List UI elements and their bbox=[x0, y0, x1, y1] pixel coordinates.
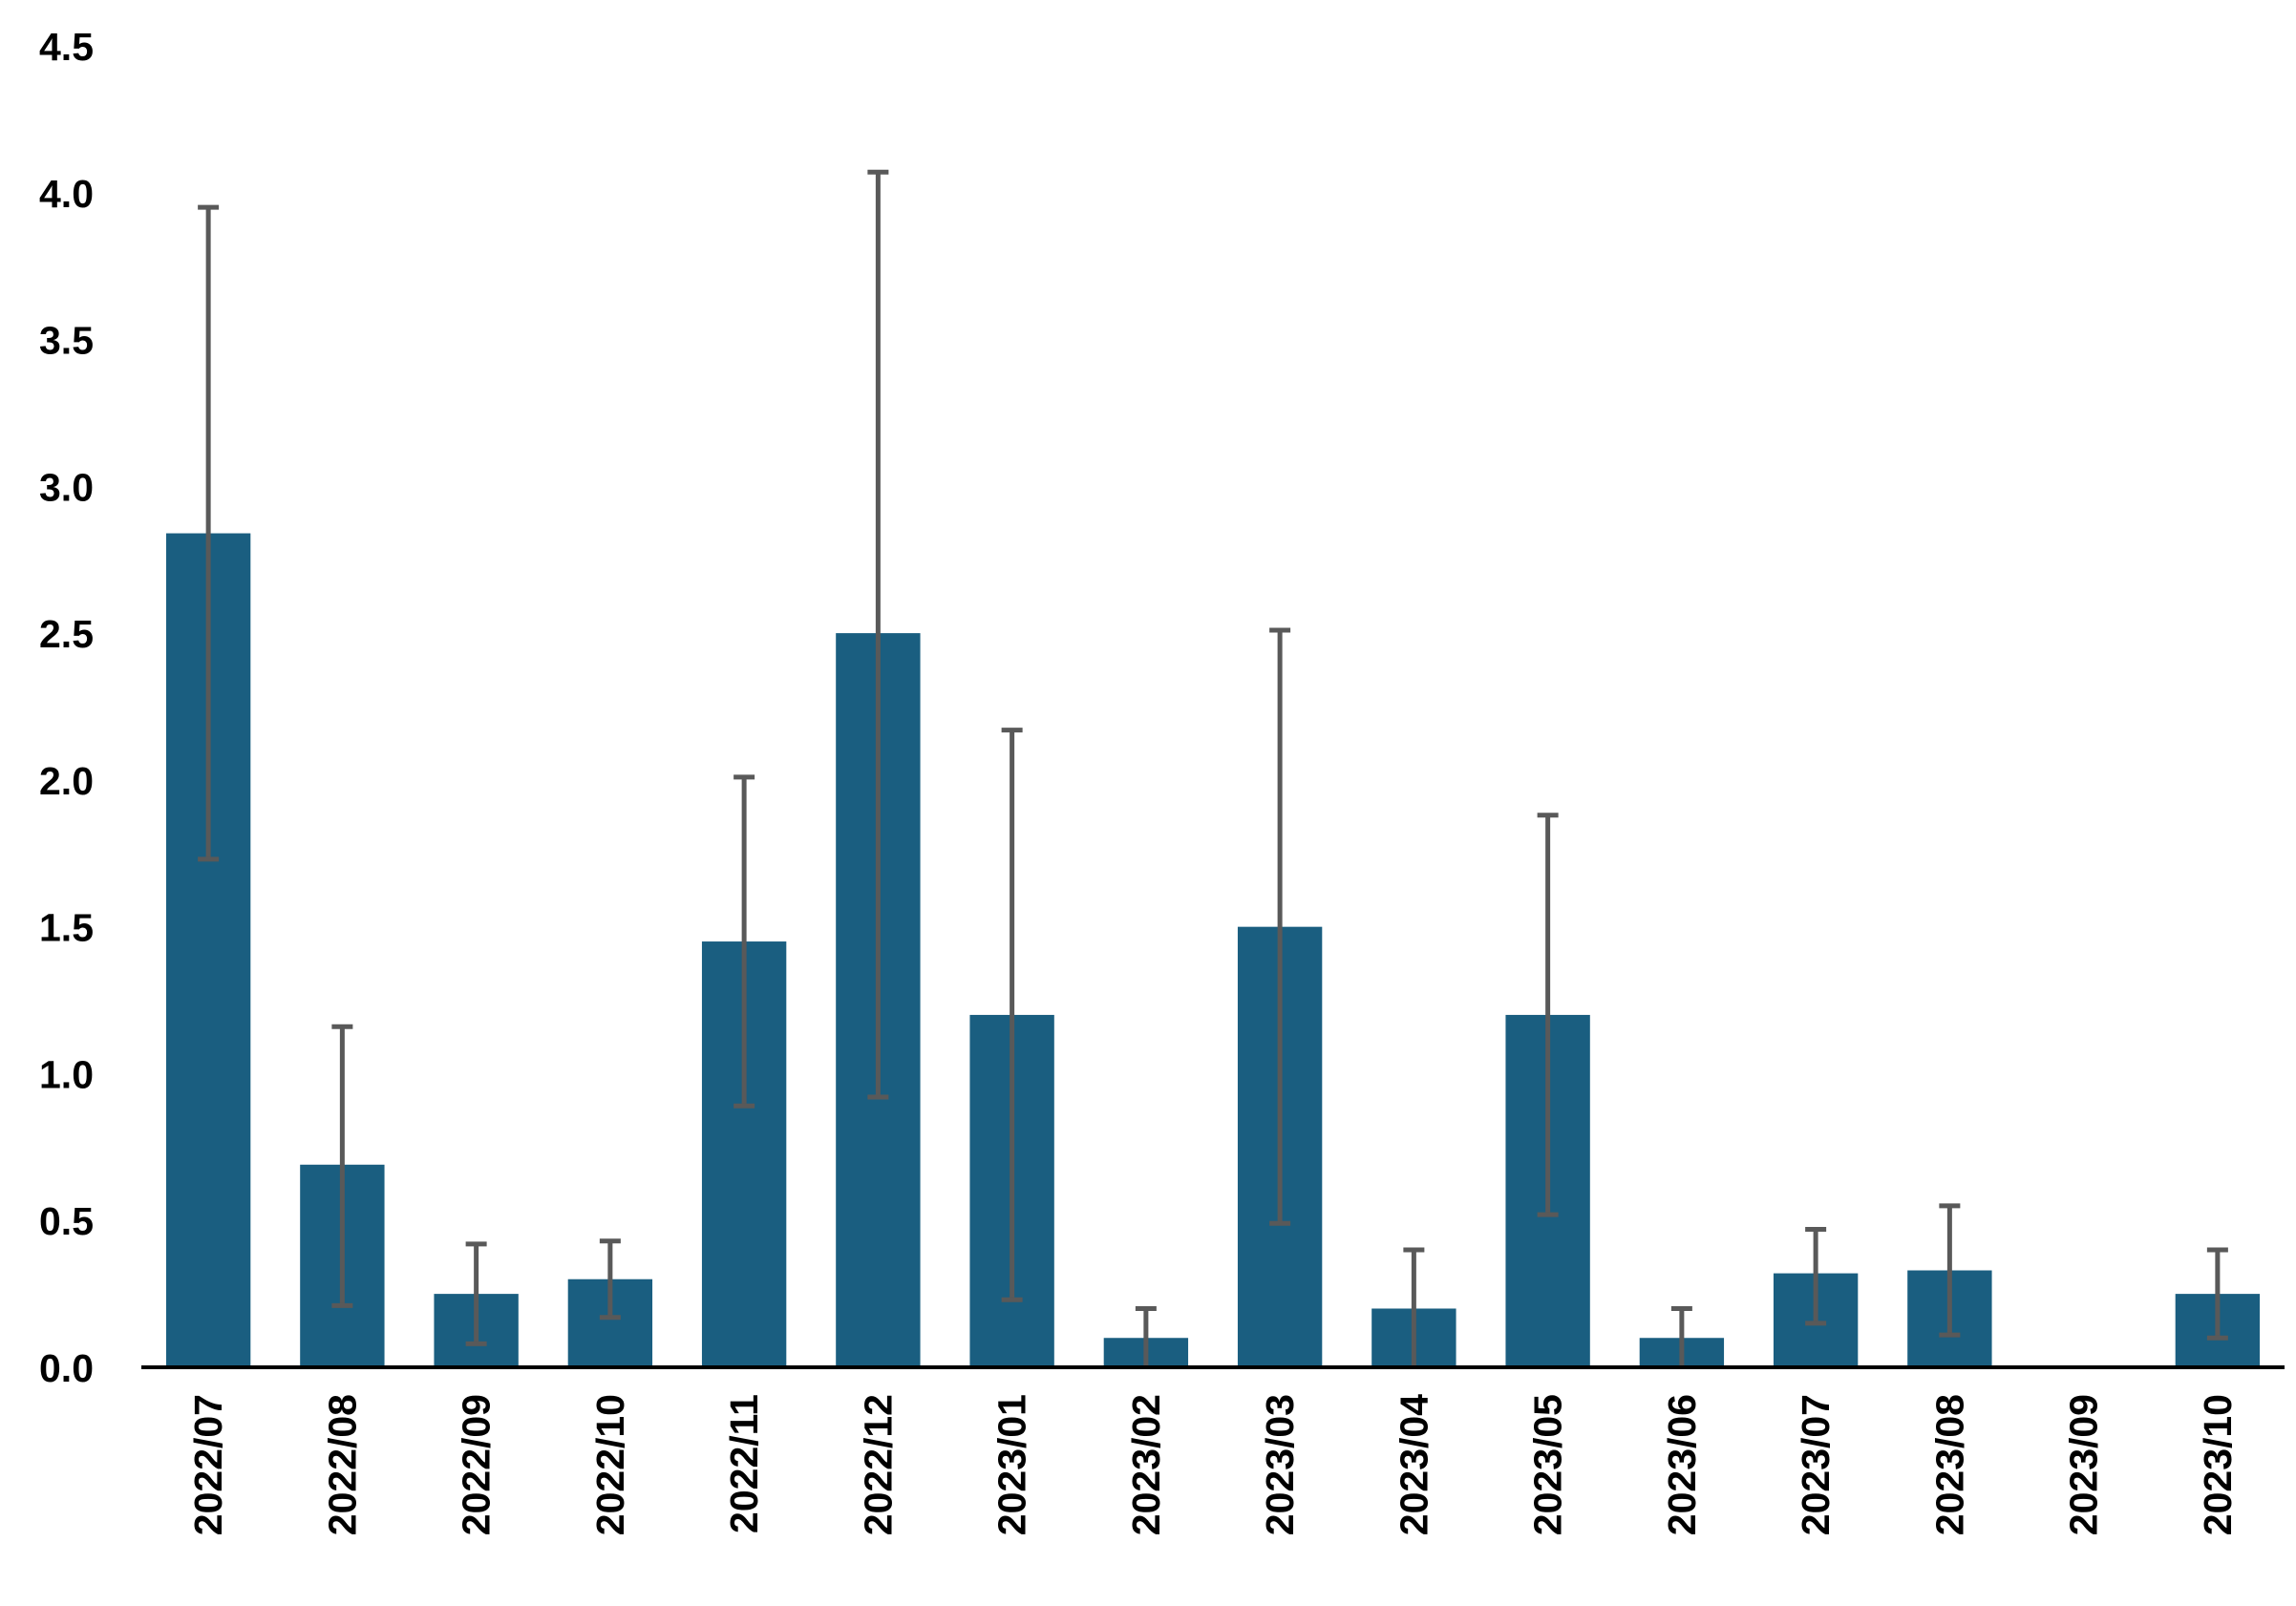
x-tick-label: 2022/12 bbox=[856, 1394, 900, 1535]
y-tick-label: 1.5 bbox=[39, 906, 94, 950]
x-tick-label: 2023/04 bbox=[1392, 1394, 1435, 1535]
y-tick-label: 4.5 bbox=[39, 25, 94, 69]
x-tick-label: 2022/10 bbox=[588, 1394, 632, 1535]
error-bars-group bbox=[198, 169, 2228, 1367]
x-axis-ticks: 2022/07 2022/08 2022/09 2022/10 2022/11 2022/… bbox=[186, 1394, 2240, 1535]
x-tick-label: 2023/06 bbox=[1660, 1394, 1704, 1535]
y-tick-label: 3.0 bbox=[39, 465, 94, 509]
x-tick-label: 2023/09 bbox=[2062, 1394, 2106, 1535]
y-tick-label: 1.0 bbox=[39, 1052, 94, 1096]
y-tick-label: 2.5 bbox=[39, 612, 94, 656]
x-tick-label: 2022/07 bbox=[186, 1394, 230, 1535]
x-tick-label: 2023/03 bbox=[1258, 1394, 1302, 1535]
y-tick-label: 0.5 bbox=[39, 1199, 94, 1243]
x-tick-label: 2022/08 bbox=[320, 1394, 364, 1535]
y-tick-label: 3.5 bbox=[39, 319, 94, 363]
x-tick-label: 2023/08 bbox=[1927, 1394, 1971, 1535]
x-tick-label: 2023/10 bbox=[2196, 1394, 2240, 1535]
x-tick-label: 2023/01 bbox=[990, 1394, 1034, 1535]
x-tick-label: 2023/07 bbox=[1794, 1394, 1838, 1535]
x-tick-label: 2022/11 bbox=[722, 1394, 766, 1533]
x-tick-label: 2022/09 bbox=[455, 1394, 499, 1535]
y-tick-label: 2.0 bbox=[39, 759, 94, 803]
x-tick-label: 2023/05 bbox=[1526, 1394, 1570, 1535]
y-tick-label: 4.0 bbox=[39, 172, 94, 216]
y-axis-ticks: 0.0 0.5 1.0 1.5 2.0 2.5 3.0 3.5 4.0 4.5 bbox=[39, 25, 94, 1390]
x-tick-label: 2023/02 bbox=[1124, 1394, 1168, 1535]
y-tick-label: 0.0 bbox=[39, 1346, 94, 1390]
